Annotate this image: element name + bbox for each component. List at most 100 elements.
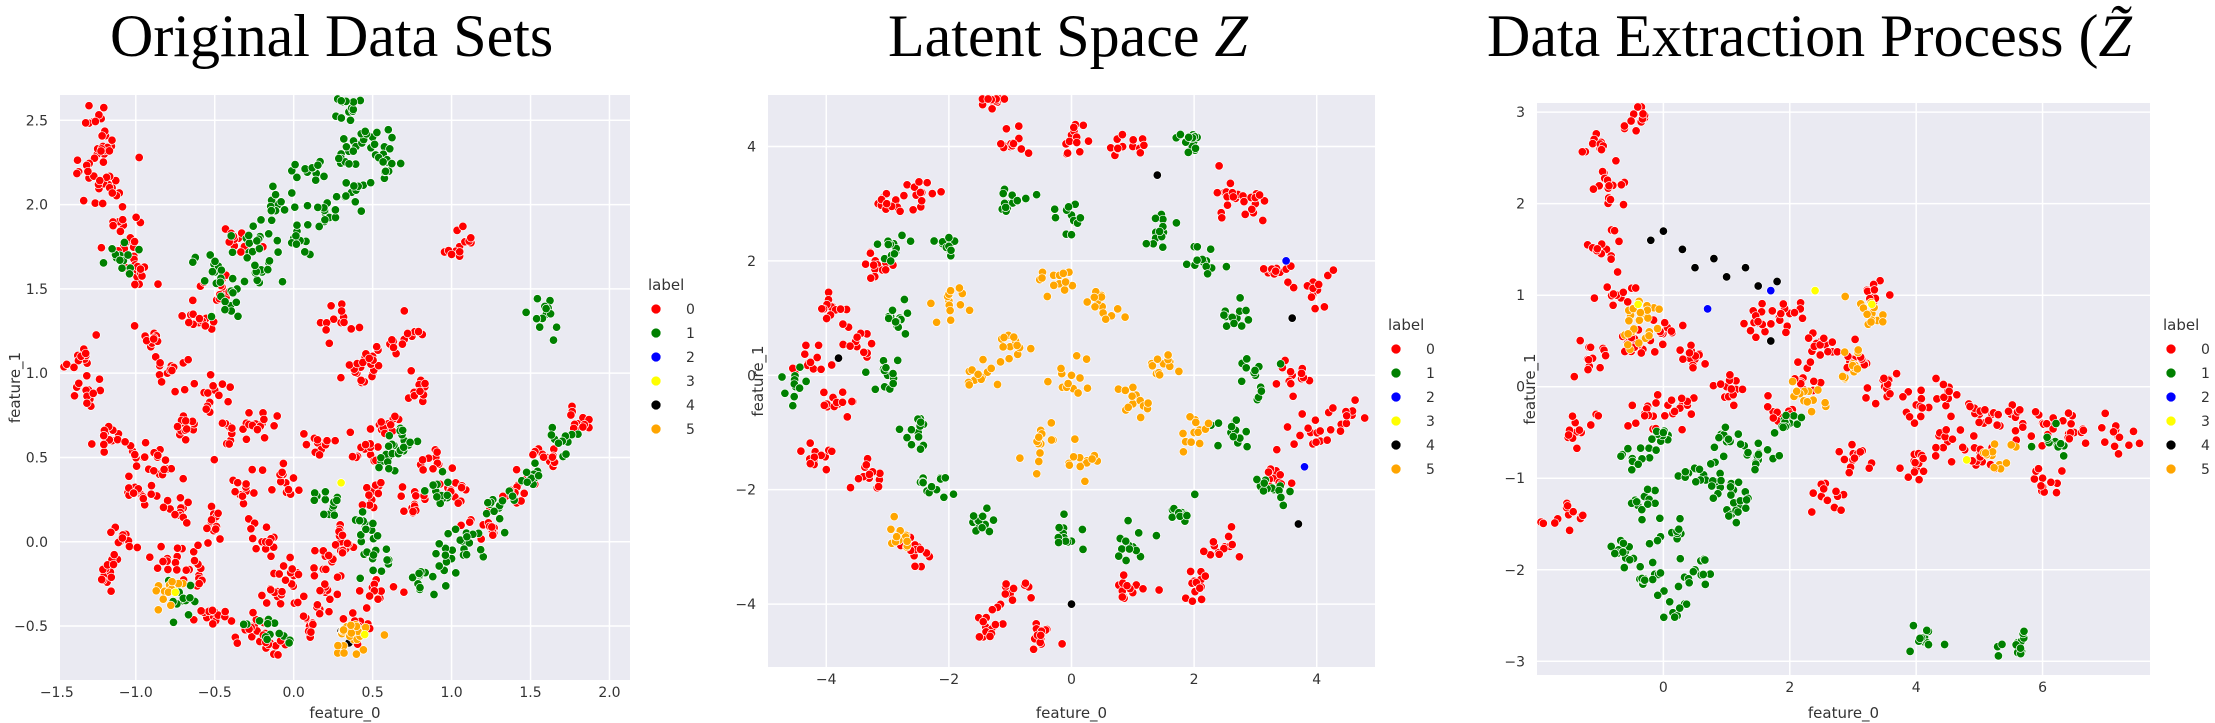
- data-point: [415, 386, 425, 396]
- data-point: [146, 481, 157, 491]
- data-point: [349, 181, 359, 191]
- data-point: [988, 515, 999, 525]
- data-point: [1653, 590, 1663, 600]
- x-tick-label: −2: [939, 672, 960, 688]
- data-point: [1043, 377, 1053, 387]
- data-point: [178, 474, 188, 484]
- data-point: [277, 467, 287, 477]
- data-point: [1917, 403, 1927, 413]
- data-point: [1802, 397, 1812, 407]
- data-point: [134, 152, 144, 163]
- data-point: [1745, 326, 1756, 336]
- data-point: [189, 556, 200, 566]
- data-point: [200, 276, 210, 286]
- data-point: [228, 288, 238, 298]
- legend-marker: [650, 303, 662, 315]
- data-point: [355, 573, 365, 583]
- x-tick-label: 2.0: [598, 685, 620, 701]
- data-point: [1050, 204, 1060, 214]
- data-point: [1072, 351, 1082, 361]
- data-point: [1714, 433, 1724, 443]
- data-point: [239, 276, 250, 287]
- data-point: [387, 159, 397, 169]
- data-point: [476, 545, 486, 555]
- data-point: [1946, 411, 1956, 421]
- data-point: [1151, 531, 1161, 541]
- data-point: [1183, 147, 1193, 157]
- data-point: [483, 498, 493, 508]
- data-point: [138, 494, 148, 504]
- data-point: [336, 113, 346, 123]
- x-tick-label: 4: [1312, 672, 1321, 688]
- x-tick-label: 0: [1659, 680, 1668, 696]
- data-point: [488, 530, 498, 540]
- data-point: [954, 283, 964, 293]
- data-point: [1905, 646, 1915, 656]
- data-point: [1969, 431, 1979, 441]
- data-point: [487, 522, 497, 532]
- data-point: [805, 438, 815, 448]
- data-point: [381, 166, 391, 176]
- legend-label: 4: [686, 398, 695, 414]
- data-point: [180, 385, 190, 395]
- data-point: [1751, 332, 1761, 342]
- data-point: [262, 598, 272, 608]
- data-point: [1757, 299, 1767, 309]
- data-point: [1178, 447, 1188, 457]
- data-point: [974, 632, 984, 642]
- data-point: [1596, 145, 1607, 155]
- data-point: [1069, 122, 1079, 133]
- data-point: [987, 104, 997, 114]
- data-point: [280, 575, 291, 585]
- data-point: [214, 390, 224, 400]
- data-point: [428, 464, 438, 474]
- data-point: [1286, 367, 1296, 377]
- data-point: [337, 548, 348, 558]
- data-point: [238, 424, 248, 434]
- data-point: [381, 544, 391, 554]
- data-point: [1037, 273, 1047, 283]
- data-point: [1611, 156, 1621, 166]
- data-point: [104, 146, 114, 156]
- data-point: [821, 465, 831, 475]
- data-point: [153, 605, 163, 615]
- legend-marker: [650, 375, 662, 387]
- data-point: [1206, 244, 1216, 254]
- data-point: [434, 539, 444, 549]
- data-point: [1271, 266, 1281, 276]
- data-point: [106, 572, 116, 582]
- data-point: [1650, 485, 1660, 496]
- data-point: [998, 188, 1008, 199]
- data-point: [319, 509, 329, 519]
- data-point: [1618, 200, 1629, 210]
- data-point: [1867, 299, 1877, 309]
- data-point: [789, 392, 799, 402]
- data-point: [336, 478, 346, 488]
- data-point: [1127, 391, 1137, 401]
- data-point: [891, 317, 901, 327]
- data-point: [1192, 255, 1202, 265]
- data-point: [1075, 213, 1085, 223]
- data-point: [1577, 147, 1587, 157]
- data-point: [1569, 372, 1579, 382]
- data-point: [1776, 309, 1786, 319]
- data-point: [1584, 355, 1594, 365]
- data-point: [428, 480, 438, 490]
- data-point: [1781, 410, 1791, 421]
- data-point: [861, 460, 871, 470]
- data-point: [1805, 357, 1815, 367]
- data-point: [1658, 428, 1668, 438]
- data-point: [120, 437, 130, 447]
- data-point: [261, 522, 272, 532]
- data-point: [1242, 442, 1252, 452]
- data-point: [368, 518, 378, 529]
- data-point: [2100, 437, 2110, 447]
- data-point: [1658, 226, 1668, 236]
- legend-marker: [650, 351, 662, 363]
- data-point: [274, 569, 284, 579]
- data-point: [1078, 544, 1088, 554]
- data-point: [273, 650, 283, 660]
- data-point: [1042, 291, 1052, 302]
- data-point: [274, 628, 284, 639]
- data-point: [415, 583, 425, 593]
